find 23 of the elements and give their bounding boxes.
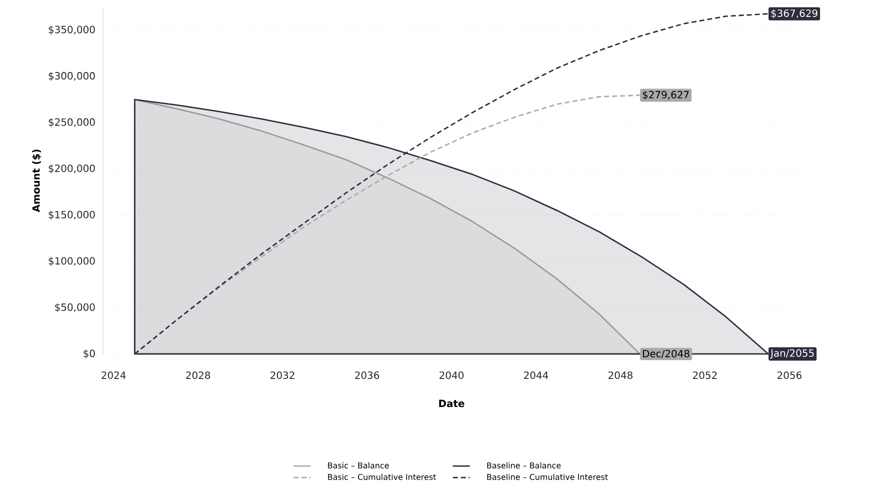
y-tick-label: $150,000 [48, 210, 95, 220]
x-tick-label: 2040 [440, 371, 464, 379]
annotation: $279,627 [642, 90, 689, 100]
x-tick-label: 2056 [778, 371, 802, 379]
x-axis-title: Date [439, 400, 464, 408]
y-axis-title: Amount ($) [32, 150, 42, 212]
y-tick-label: $250,000 [48, 118, 95, 128]
x-tick-label: 2044 [524, 371, 548, 379]
y-tick-label: $350,000 [48, 26, 95, 35]
x-tick-label: 2032 [270, 371, 294, 379]
x-tick-label: 2048 [608, 371, 632, 379]
x-tick-label: 2036 [355, 371, 380, 379]
x-tick-label: 2028 [186, 371, 210, 379]
annotation: Dec/2048 [643, 350, 690, 358]
annotation: Jan/2055 [770, 349, 814, 359]
y-tick-label: $300,000 [48, 72, 95, 81]
x-tick-label: 2052 [693, 371, 717, 379]
annotation: $367,629 [771, 9, 818, 18]
x-tick-label: 2024 [102, 371, 126, 379]
y-tick-label: $100,000 [48, 256, 95, 266]
y-tick-label: $0 [84, 349, 95, 359]
y-tick-label: $200,000 [48, 164, 95, 174]
y-tick-label: $50,000 [55, 303, 95, 312]
